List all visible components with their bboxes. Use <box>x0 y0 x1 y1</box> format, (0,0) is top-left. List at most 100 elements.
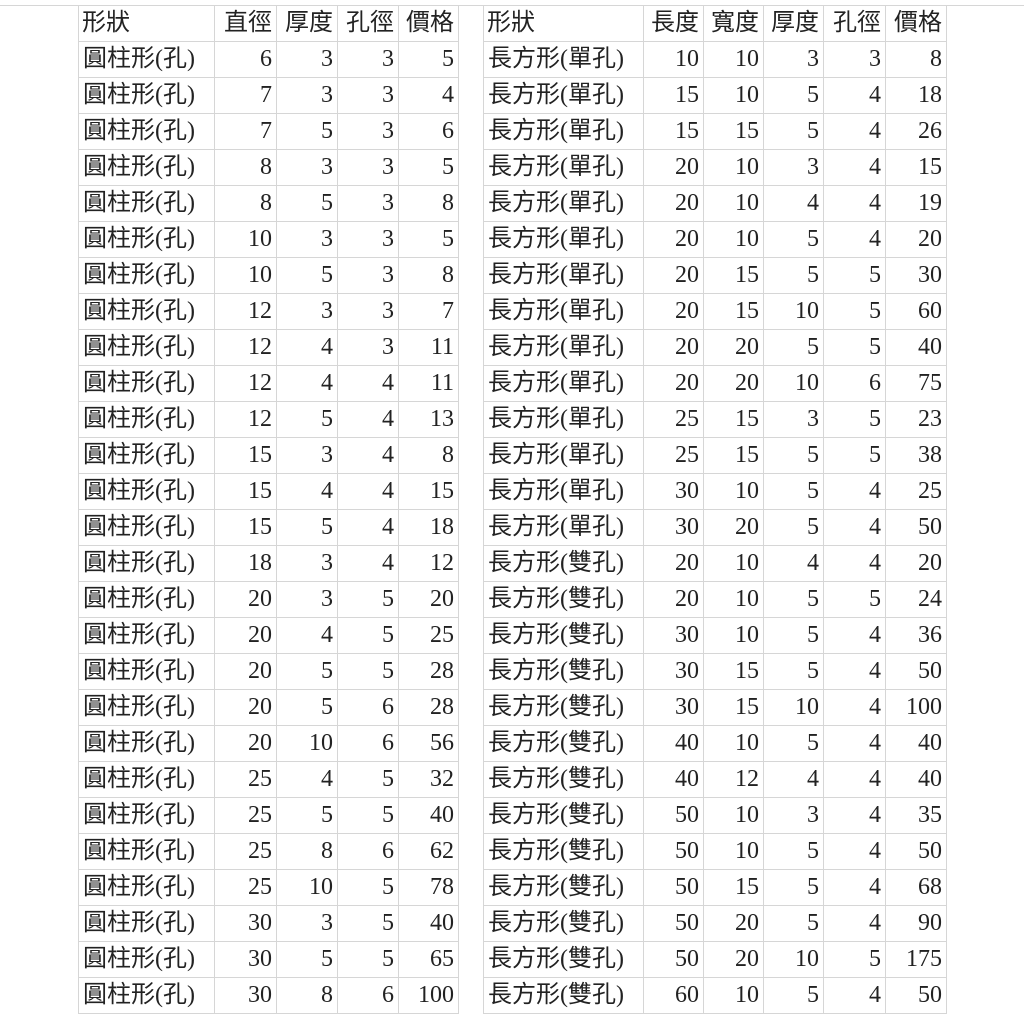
value-cell[interactable]: 10 <box>703 77 764 114</box>
value-cell[interactable]: 20 <box>643 293 704 330</box>
value-cell[interactable]: 30 <box>643 689 704 726</box>
value-cell[interactable]: 5 <box>763 221 824 258</box>
value-cell[interactable]: 62 <box>398 833 459 870</box>
shape-cell[interactable]: 圓柱形(孔) <box>78 185 215 222</box>
value-cell[interactable]: 5 <box>763 833 824 870</box>
shape-cell[interactable]: 長方形(單孔) <box>483 113 644 150</box>
value-cell[interactable]: 15 <box>214 509 277 546</box>
value-cell[interactable]: 3 <box>276 581 338 618</box>
value-cell[interactable]: 4 <box>823 473 886 510</box>
column-header[interactable]: 長度 <box>643 5 704 42</box>
value-cell[interactable]: 40 <box>885 329 947 366</box>
value-cell[interactable]: 60 <box>643 977 704 1014</box>
value-cell[interactable]: 4 <box>337 365 399 402</box>
value-cell[interactable]: 5 <box>823 293 886 330</box>
value-cell[interactable]: 5 <box>398 221 459 258</box>
value-cell[interactable]: 4 <box>823 77 886 114</box>
value-cell[interactable]: 25 <box>214 797 277 834</box>
value-cell[interactable]: 3 <box>337 41 399 78</box>
value-cell[interactable]: 30 <box>214 977 277 1014</box>
value-cell[interactable]: 10 <box>214 221 277 258</box>
value-cell[interactable]: 15 <box>703 869 764 906</box>
value-cell[interactable]: 18 <box>398 509 459 546</box>
value-cell[interactable]: 4 <box>823 761 886 798</box>
value-cell[interactable]: 20 <box>703 941 764 978</box>
value-cell[interactable]: 3 <box>276 437 338 474</box>
value-cell[interactable]: 3 <box>337 185 399 222</box>
value-cell[interactable]: 18 <box>214 545 277 582</box>
value-cell[interactable]: 6 <box>337 977 399 1014</box>
value-cell[interactable]: 12 <box>398 545 459 582</box>
value-cell[interactable]: 20 <box>214 725 277 762</box>
value-cell[interactable]: 4 <box>823 113 886 150</box>
value-cell[interactable]: 12 <box>214 365 277 402</box>
value-cell[interactable]: 3 <box>337 221 399 258</box>
value-cell[interactable]: 25 <box>398 617 459 654</box>
value-cell[interactable]: 5 <box>337 761 399 798</box>
value-cell[interactable]: 7 <box>398 293 459 330</box>
shape-cell[interactable]: 圓柱形(孔) <box>78 689 215 726</box>
shape-cell[interactable]: 圓柱形(孔) <box>78 797 215 834</box>
value-cell[interactable]: 10 <box>643 41 704 78</box>
value-cell[interactable]: 15 <box>214 473 277 510</box>
value-cell[interactable]: 75 <box>885 365 947 402</box>
value-cell[interactable]: 5 <box>276 185 338 222</box>
value-cell[interactable]: 15 <box>703 257 764 294</box>
value-cell[interactable]: 10 <box>763 941 824 978</box>
shape-cell[interactable]: 長方形(雙孔) <box>483 581 644 618</box>
value-cell[interactable]: 20 <box>643 221 704 258</box>
value-cell[interactable]: 5 <box>337 941 399 978</box>
value-cell[interactable]: 50 <box>643 869 704 906</box>
value-cell[interactable]: 4 <box>337 437 399 474</box>
value-cell[interactable]: 28 <box>398 653 459 690</box>
value-cell[interactable]: 11 <box>398 329 459 366</box>
value-cell[interactable]: 4 <box>823 509 886 546</box>
shape-cell[interactable]: 長方形(雙孔) <box>483 689 644 726</box>
value-cell[interactable]: 10 <box>276 725 338 762</box>
value-cell[interactable]: 40 <box>885 761 947 798</box>
value-cell[interactable]: 20 <box>885 545 947 582</box>
value-cell[interactable]: 5 <box>763 329 824 366</box>
value-cell[interactable]: 3 <box>823 41 886 78</box>
value-cell[interactable]: 25 <box>214 761 277 798</box>
value-cell[interactable]: 5 <box>276 941 338 978</box>
value-cell[interactable]: 10 <box>703 977 764 1014</box>
value-cell[interactable]: 18 <box>885 77 947 114</box>
value-cell[interactable]: 5 <box>763 725 824 762</box>
value-cell[interactable]: 25 <box>643 401 704 438</box>
value-cell[interactable]: 20 <box>643 149 704 186</box>
value-cell[interactable]: 30 <box>214 905 277 942</box>
value-cell[interactable]: 5 <box>276 653 338 690</box>
value-cell[interactable]: 11 <box>398 365 459 402</box>
shape-cell[interactable]: 圓柱形(孔) <box>78 77 215 114</box>
shape-cell[interactable]: 圓柱形(孔) <box>78 977 215 1014</box>
value-cell[interactable]: 65 <box>398 941 459 978</box>
value-cell[interactable]: 15 <box>643 113 704 150</box>
value-cell[interactable]: 20 <box>398 581 459 618</box>
value-cell[interactable]: 5 <box>763 77 824 114</box>
shape-cell[interactable]: 長方形(單孔) <box>483 293 644 330</box>
value-cell[interactable]: 4 <box>337 401 399 438</box>
value-cell[interactable]: 3 <box>337 293 399 330</box>
value-cell[interactable]: 5 <box>823 437 886 474</box>
value-cell[interactable]: 25 <box>214 869 277 906</box>
value-cell[interactable]: 28 <box>398 689 459 726</box>
value-cell[interactable]: 4 <box>763 185 824 222</box>
value-cell[interactable]: 3 <box>763 149 824 186</box>
value-cell[interactable]: 20 <box>214 653 277 690</box>
value-cell[interactable]: 4 <box>823 977 886 1014</box>
shape-cell[interactable]: 長方形(雙孔) <box>483 833 644 870</box>
shape-cell[interactable]: 圓柱形(孔) <box>78 581 215 618</box>
shape-cell[interactable]: 長方形(雙孔) <box>483 761 644 798</box>
shape-cell[interactable]: 圓柱形(孔) <box>78 113 215 150</box>
value-cell[interactable]: 4 <box>276 329 338 366</box>
value-cell[interactable]: 8 <box>276 833 338 870</box>
value-cell[interactable]: 8 <box>398 257 459 294</box>
value-cell[interactable]: 8 <box>214 185 277 222</box>
value-cell[interactable]: 40 <box>398 905 459 942</box>
value-cell[interactable]: 6 <box>337 833 399 870</box>
value-cell[interactable]: 3 <box>763 401 824 438</box>
value-cell[interactable]: 20 <box>703 365 764 402</box>
value-cell[interactable]: 10 <box>703 797 764 834</box>
value-cell[interactable]: 15 <box>703 113 764 150</box>
